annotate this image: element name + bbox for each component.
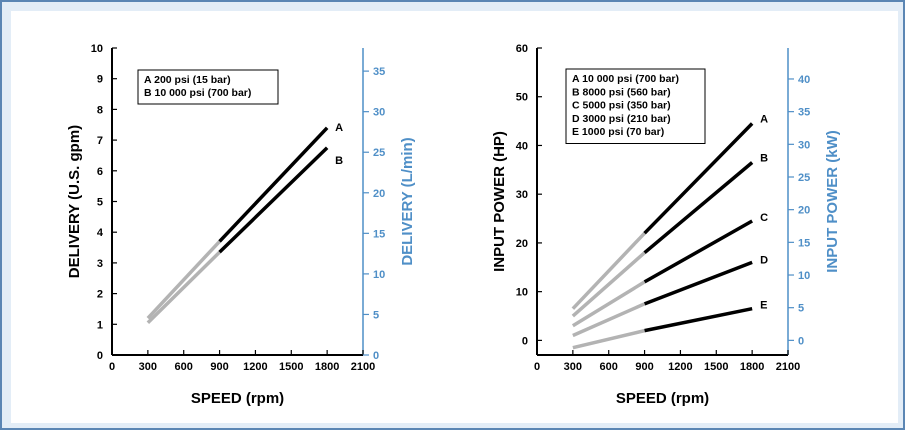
chart1-x-tick-label: 0: [109, 361, 115, 373]
chart2-x-tick-label: 1800: [740, 361, 764, 373]
chart2-y2-tick-label: 30: [798, 139, 810, 151]
chart2-legend-entry: C 5000 psi (350 bar): [572, 100, 671, 112]
chart2-y-axis-title: INPUT POWER (HP): [491, 131, 508, 272]
chart2-series-B-low-speed-line: [571, 251, 646, 318]
chart2-x-tick-label: 0: [534, 361, 540, 373]
chart1-y2-axis-title: DELIVERY (L/min): [399, 137, 416, 265]
chart2-legend-entry: A 10 000 psi (700 bar): [572, 73, 679, 85]
chart1-y-tick-label: 10: [91, 43, 103, 55]
chart2-legend-box: [565, 68, 706, 144]
chart1-y2-tick-label: 10: [373, 269, 385, 281]
chart2-x-tick-label: 2100: [776, 361, 800, 373]
chart2-y2-tick-label: 40: [798, 74, 810, 86]
chart1-series-A-label: A: [335, 122, 343, 134]
chart2-y-tick-label: 30: [516, 189, 528, 201]
chart2-series-C-low-speed-line: [571, 280, 646, 328]
chart2-series-A-line: [643, 122, 754, 235]
chart2-y2-tick-label: 5: [798, 303, 804, 315]
chart2-x-tick-label: 1500: [704, 361, 728, 373]
chart2-series-D-label: D: [760, 254, 768, 266]
chart2-y-tick-label: 60: [516, 43, 528, 55]
chart1-series-B-low-speed-line: [146, 250, 221, 325]
chart2-series-C-line: [643, 219, 754, 284]
chart1-y-tick-label: 7: [97, 135, 103, 147]
chart1-x-tick-label: 900: [210, 361, 228, 373]
chart1-y2-tick-label: 35: [373, 66, 385, 78]
chart1-x-tick-label: 1200: [243, 361, 267, 373]
chart1-y-tick-label: 9: [97, 74, 103, 86]
chart1-series-A-line: [218, 126, 329, 243]
chart2-x-tick-label: 600: [600, 361, 618, 373]
chart1-y-tick-label: 0: [97, 350, 103, 362]
chart2-series-B-line: [643, 161, 754, 255]
chart1-x-axis-title: SPEED (rpm): [191, 390, 284, 407]
chart1-series-B-line: [218, 146, 329, 254]
chart1-y-tick-label: 1: [97, 319, 103, 331]
chart1-y2-tick-label: 20: [373, 188, 385, 200]
chart2-series-E-label: E: [760, 300, 767, 312]
chart2-x-tick-label: 1200: [668, 361, 692, 373]
chart2-series-A-label: A: [760, 114, 768, 126]
chart2-series-B-label: B: [760, 153, 768, 165]
chart1-y-tick-label: 8: [97, 104, 103, 116]
chart2-series-E-line: [644, 306, 753, 333]
chart1-legend-entry: B 10 000 psi (700 bar): [144, 87, 251, 99]
chart1-y-tick-label: 5: [97, 197, 103, 209]
chart1-legend-box: [137, 69, 279, 105]
chart1-y2-tick-label: 15: [373, 228, 385, 240]
chart1-y2-tick-label: 30: [373, 107, 385, 119]
chart1-y-tick-label: 6: [97, 166, 103, 178]
chart1-y2-tick-label: 5: [373, 309, 379, 321]
chart2-series-D-line: [643, 260, 753, 306]
chart2-series-C-label: C: [760, 212, 768, 224]
chart2-series-E-low-speed-line: [572, 328, 645, 350]
chart2-y-tick-label: 0: [522, 335, 528, 347]
chart1-y-tick-label: 2: [97, 289, 103, 301]
chart2-y2-tick-label: 35: [798, 107, 810, 119]
chart2-y2-tick-label: 10: [798, 270, 810, 282]
chart2-y2-axis-title: INPUT POWER (kW): [824, 130, 841, 273]
chart2-y-tick-label: 10: [516, 287, 528, 299]
chart1-y2-tick-label: 25: [373, 147, 385, 159]
chart1-series-B-label: B: [335, 155, 343, 167]
chart1-y-tick-label: 4: [97, 227, 104, 239]
chart2-y-tick-label: 50: [516, 92, 528, 104]
chart2-y-tick-label: 40: [516, 140, 528, 152]
chart1-series-A-low-speed-line: [146, 240, 221, 320]
chart2-legend-entry: B 8000 psi (560 bar): [572, 86, 671, 98]
chart2-y2-tick-label: 25: [798, 172, 810, 184]
chart1-x-tick-label: 300: [139, 361, 157, 373]
chart2-legend-entry: E 1000 psi (70 bar): [572, 126, 664, 138]
chart1-x-tick-label: 2100: [351, 361, 375, 373]
chart1-x-tick-label: 1800: [315, 361, 339, 373]
chart2-y2-tick-label: 15: [798, 237, 810, 249]
chart1-legend-entry: A 200 psi (15 bar): [144, 74, 231, 86]
chart2-series-D-low-speed-line: [572, 302, 646, 338]
chart2-x-axis-title: SPEED (rpm): [616, 390, 709, 407]
chart2-x-tick-label: 900: [635, 361, 653, 373]
chart1-y-tick-label: 3: [97, 258, 103, 270]
chart2-series-A-low-speed-line: [571, 231, 646, 310]
chart1-y2-tick-label: 0: [373, 350, 379, 362]
chart2-y2-tick-label: 20: [798, 205, 810, 217]
chart1-x-tick-label: 600: [175, 361, 193, 373]
chart2-y-tick-label: 20: [516, 238, 528, 250]
chart2-y2-tick-label: 0: [798, 335, 804, 347]
chart2-x-tick-label: 300: [564, 361, 582, 373]
chart1-y-axis-title: DELIVERY (U.S. gpm): [66, 125, 83, 278]
chart1-x-tick-label: 1500: [279, 361, 303, 373]
chart2-legend-entry: D 3000 psi (210 bar): [572, 113, 671, 125]
